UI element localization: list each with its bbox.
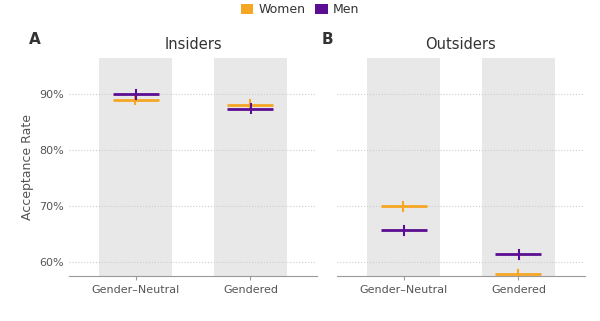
Text: B: B bbox=[322, 31, 334, 47]
Text: A: A bbox=[29, 31, 41, 47]
Bar bbox=[482, 58, 555, 276]
Y-axis label: Acceptance Rate: Acceptance Rate bbox=[21, 114, 34, 220]
Bar bbox=[99, 58, 172, 276]
Bar bbox=[214, 58, 287, 276]
Title: Outsiders: Outsiders bbox=[425, 38, 496, 52]
Title: Insiders: Insiders bbox=[164, 38, 222, 52]
Bar bbox=[367, 58, 440, 276]
Legend: Women, Men: Women, Men bbox=[241, 3, 359, 16]
